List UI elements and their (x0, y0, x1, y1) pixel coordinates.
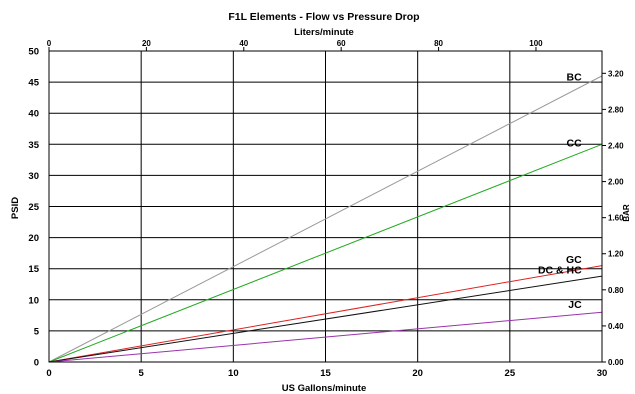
series-line-jc (48, 311, 603, 363)
left-axis-label: PSID (10, 197, 21, 219)
y-tick-label: 35 (28, 140, 39, 151)
series-label: BC (567, 71, 583, 83)
series-lines (48, 75, 603, 363)
series-label: GC (566, 254, 582, 266)
top-tick-label: 20 (142, 39, 151, 48)
top-tick-label: 40 (239, 39, 248, 48)
top-axis-label: Liters/minute (294, 27, 354, 38)
y-tick-label: 15 (28, 264, 39, 275)
series-label: JC (568, 299, 582, 311)
right-tick-label: 2.80 (608, 105, 624, 114)
x-tick-label: 5 (139, 368, 145, 379)
top-tick-label: 0 (47, 39, 52, 48)
y-tick-label: 5 (34, 326, 40, 337)
right-tick-label: 0.00 (608, 358, 624, 367)
y-right-ticks: 0.00 0.40 0.80 1.20 1.60 2.00 2.40 2.80 3.20 (602, 69, 624, 367)
x-top-ticks: 0 20 40 60 80 100 (47, 39, 543, 51)
grid (48, 50, 603, 363)
chart-title: F1L Elements - Flow vs Pressure Drop (228, 11, 419, 23)
plot-frame (48, 50, 603, 363)
bottom-axis-label: US Gallons/minute (282, 383, 366, 394)
y-tick-label: 40 (28, 109, 39, 120)
right-axis-label: BAR (622, 204, 631, 222)
series-line-dc-hc (48, 275, 603, 363)
x-tick-label: 10 (228, 368, 239, 379)
right-tick-label: 0.80 (608, 286, 624, 295)
x-tick-label: 15 (320, 368, 331, 379)
right-tick-label: 1.20 (608, 250, 624, 259)
y-tick-label: 10 (28, 295, 39, 306)
series-line-cc (48, 143, 603, 363)
x-tick-label: 20 (412, 368, 423, 379)
y-tick-label: 45 (28, 78, 39, 89)
y-tick-label: 50 (28, 47, 39, 58)
x-tick-label: 25 (505, 368, 516, 379)
series-label: DC & HC (538, 264, 582, 276)
y-tick-label: 25 (28, 202, 39, 213)
y-left-ticks: 0 5 10 15 20 25 30 35 40 45 50 (28, 47, 39, 369)
right-tick-label: 0.40 (608, 322, 624, 331)
top-tick-label: 80 (434, 39, 443, 48)
x-bottom-ticks: 0 5 10 15 20 25 30 (46, 368, 607, 379)
series-line-gc (48, 265, 603, 363)
top-tick-label: 100 (529, 39, 543, 48)
top-tick-label: 60 (337, 39, 346, 48)
right-tick-label: 2.40 (608, 141, 624, 150)
x-tick-label: 30 (597, 368, 608, 379)
y-tick-label: 20 (28, 233, 39, 244)
y-tick-label: 0 (34, 358, 39, 369)
right-tick-label: 2.00 (608, 178, 624, 187)
right-tick-label: 3.20 (608, 69, 624, 78)
y-tick-label: 30 (28, 171, 39, 182)
series-line-bc (48, 75, 603, 363)
series-label: CC (567, 137, 583, 149)
x-tick-label: 0 (46, 368, 51, 379)
right-tick-label: 1.60 (608, 214, 624, 223)
